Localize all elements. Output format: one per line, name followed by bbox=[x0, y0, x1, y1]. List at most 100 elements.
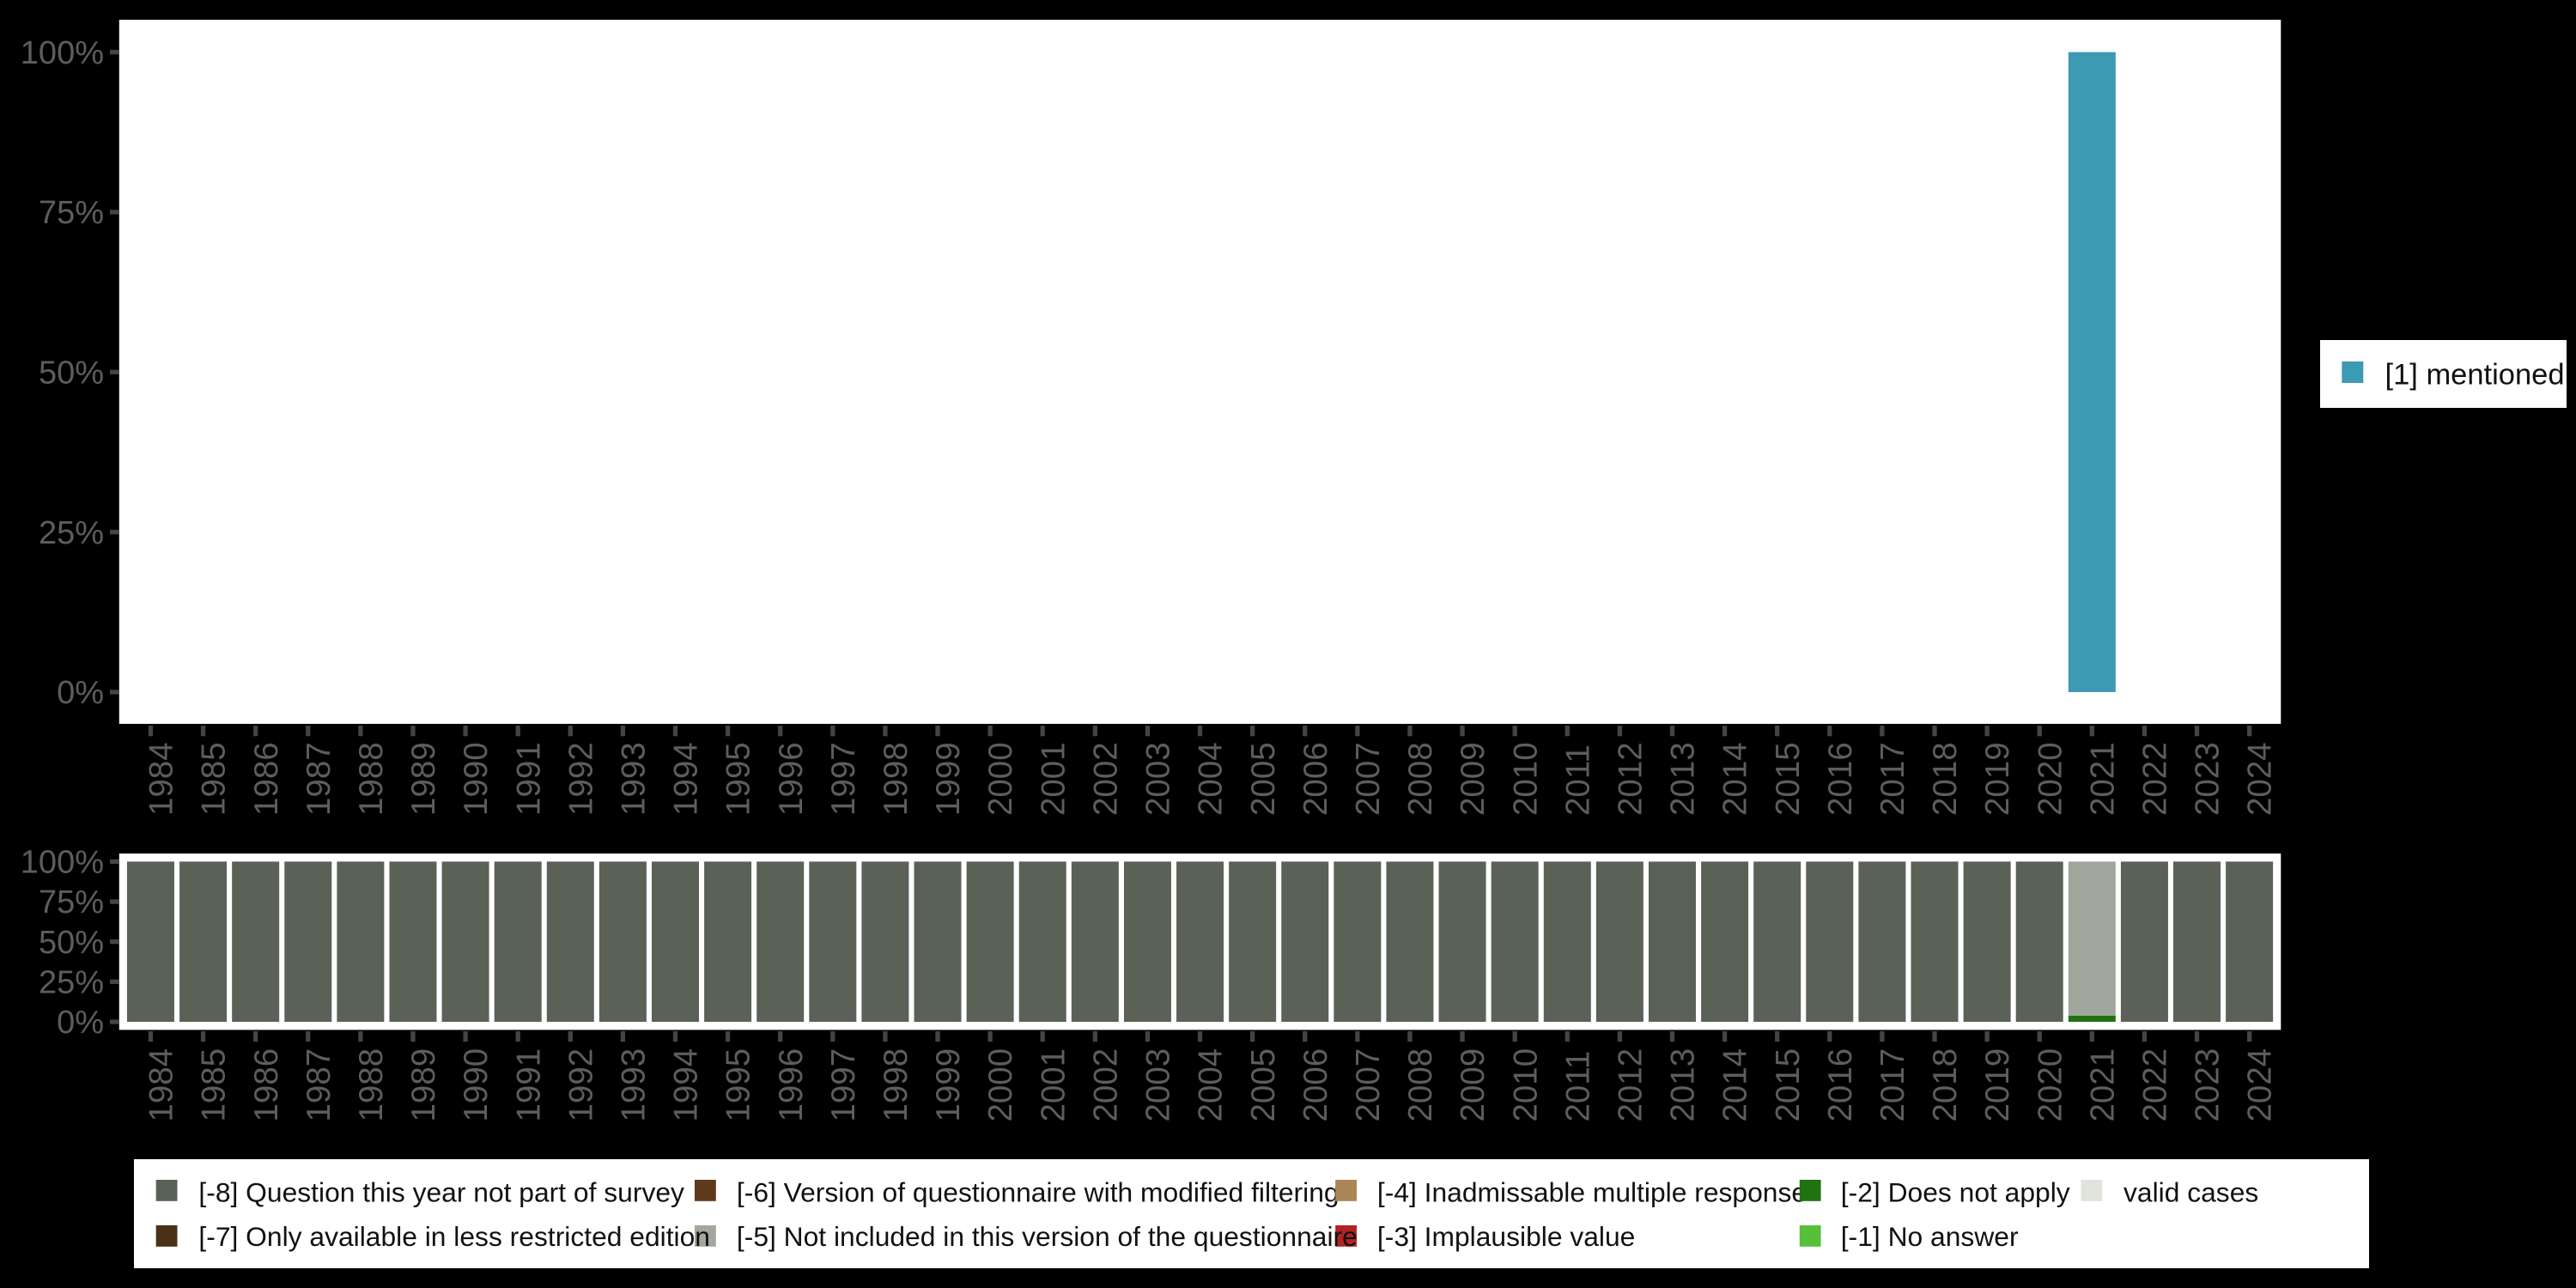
svg-text:2018: 2018 bbox=[1927, 742, 1964, 816]
svg-text:1986: 1986 bbox=[248, 742, 285, 816]
svg-text:25%: 25% bbox=[39, 964, 104, 1000]
svg-text:[-2] Does not apply: [-2] Does not apply bbox=[1841, 1177, 2070, 1208]
svg-text:2000: 2000 bbox=[982, 1048, 1019, 1122]
svg-text:1996: 1996 bbox=[773, 1048, 810, 1122]
svg-text:2004: 2004 bbox=[1193, 742, 1230, 816]
svg-text:2017: 2017 bbox=[1874, 742, 1911, 816]
svg-text:[-8] Question this year not pa: [-8] Question this year not part of surv… bbox=[198, 1177, 684, 1208]
svg-text:2015: 2015 bbox=[1770, 1048, 1807, 1122]
svg-text:[-7] Only available in less re: [-7] Only available in less restricted e… bbox=[198, 1221, 710, 1252]
svg-text:1998: 1998 bbox=[878, 1048, 914, 1122]
svg-text:2022: 2022 bbox=[2137, 1048, 2174, 1122]
svg-text:2011: 2011 bbox=[1559, 744, 1596, 816]
svg-text:1996: 1996 bbox=[773, 742, 810, 816]
svg-text:2019: 2019 bbox=[1979, 1048, 2016, 1122]
svg-text:2002: 2002 bbox=[1087, 1048, 1124, 1122]
svg-text:1992: 1992 bbox=[562, 1048, 599, 1122]
svg-text:100%: 100% bbox=[21, 845, 104, 881]
svg-text:1990: 1990 bbox=[458, 742, 495, 816]
svg-text:[-6] Version of questionnaire: [-6] Version of questionnaire with modif… bbox=[737, 1177, 1340, 1208]
svg-text:1995: 1995 bbox=[720, 1048, 757, 1122]
svg-text:2013: 2013 bbox=[1665, 742, 1702, 816]
svg-text:2021: 2021 bbox=[2084, 1048, 2121, 1122]
svg-text:1987: 1987 bbox=[301, 1048, 337, 1122]
svg-text:1985: 1985 bbox=[196, 742, 233, 816]
svg-text:75%: 75% bbox=[39, 195, 104, 231]
svg-text:[-1] No answer: [-1] No answer bbox=[1841, 1221, 2019, 1252]
svg-text:2023: 2023 bbox=[2190, 742, 2227, 816]
svg-text:0%: 0% bbox=[57, 1005, 104, 1041]
svg-text:2019: 2019 bbox=[1979, 742, 2016, 816]
svg-text:2011: 2011 bbox=[1559, 1051, 1596, 1122]
svg-text:2005: 2005 bbox=[1245, 742, 1282, 816]
svg-text:1985: 1985 bbox=[196, 1048, 233, 1122]
svg-text:2007: 2007 bbox=[1350, 1048, 1387, 1122]
svg-text:valid cases: valid cases bbox=[2123, 1177, 2258, 1208]
svg-text:1999: 1999 bbox=[930, 742, 967, 816]
svg-text:2009: 2009 bbox=[1455, 742, 1492, 816]
svg-text:1988: 1988 bbox=[353, 742, 390, 816]
svg-text:1994: 1994 bbox=[668, 1048, 705, 1122]
svg-text:2020: 2020 bbox=[2032, 1048, 2069, 1122]
svg-text:2006: 2006 bbox=[1297, 1048, 1334, 1122]
svg-text:2016: 2016 bbox=[1822, 1048, 1859, 1122]
svg-text:2024: 2024 bbox=[2242, 742, 2279, 816]
svg-text:1991: 1991 bbox=[510, 1048, 547, 1122]
svg-text:1998: 1998 bbox=[878, 742, 914, 816]
svg-text:2013: 2013 bbox=[1665, 1048, 1702, 1122]
svg-text:2007: 2007 bbox=[1350, 742, 1387, 816]
svg-text:2022: 2022 bbox=[2137, 742, 2174, 816]
svg-text:1993: 1993 bbox=[616, 1048, 653, 1122]
svg-text:2003: 2003 bbox=[1140, 742, 1177, 816]
svg-text:2020: 2020 bbox=[2032, 742, 2069, 816]
svg-text:1987: 1987 bbox=[301, 742, 337, 816]
svg-text:1994: 1994 bbox=[668, 742, 705, 816]
svg-text:2010: 2010 bbox=[1507, 742, 1544, 816]
svg-text:1989: 1989 bbox=[405, 742, 442, 816]
svg-text:2006: 2006 bbox=[1297, 742, 1334, 816]
svg-text:2009: 2009 bbox=[1455, 1048, 1492, 1122]
svg-text:50%: 50% bbox=[39, 925, 104, 961]
svg-text:[-3] Implausible value: [-3] Implausible value bbox=[1377, 1221, 1635, 1252]
svg-text:2021: 2021 bbox=[2084, 742, 2121, 816]
svg-text:1989: 1989 bbox=[405, 1048, 442, 1122]
svg-text:0%: 0% bbox=[57, 675, 104, 711]
svg-text:2008: 2008 bbox=[1402, 1048, 1439, 1122]
svg-text:2014: 2014 bbox=[1717, 1048, 1754, 1122]
svg-text:2010: 2010 bbox=[1507, 1048, 1544, 1122]
svg-text:1995: 1995 bbox=[720, 742, 757, 816]
svg-text:[-4] Inadmissable multiple res: [-4] Inadmissable multiple response bbox=[1377, 1177, 1807, 1208]
svg-text:1997: 1997 bbox=[825, 1048, 862, 1122]
svg-text:100%: 100% bbox=[21, 35, 104, 71]
svg-text:1999: 1999 bbox=[930, 1048, 967, 1122]
svg-text:50%: 50% bbox=[39, 355, 104, 391]
svg-text:2024: 2024 bbox=[2242, 1048, 2279, 1122]
svg-text:2012: 2012 bbox=[1612, 1048, 1649, 1122]
svg-text:2018: 2018 bbox=[1927, 1048, 1964, 1122]
svg-text:2023: 2023 bbox=[2190, 1048, 2227, 1122]
svg-text:2016: 2016 bbox=[1822, 742, 1859, 816]
svg-text:1984: 1984 bbox=[143, 1048, 180, 1122]
svg-text:2012: 2012 bbox=[1612, 742, 1649, 816]
svg-text:2004: 2004 bbox=[1193, 1048, 1230, 1122]
svg-text:1986: 1986 bbox=[248, 1048, 285, 1122]
svg-text:2001: 2001 bbox=[1035, 1048, 1072, 1122]
svg-text:1997: 1997 bbox=[825, 742, 862, 816]
svg-text:25%: 25% bbox=[39, 515, 104, 551]
svg-text:2008: 2008 bbox=[1402, 742, 1439, 816]
svg-text:2017: 2017 bbox=[1874, 1048, 1911, 1122]
svg-text:1984: 1984 bbox=[143, 742, 180, 816]
svg-text:2015: 2015 bbox=[1770, 742, 1807, 816]
svg-text:2001: 2001 bbox=[1035, 742, 1072, 816]
svg-text:1988: 1988 bbox=[353, 1048, 390, 1122]
svg-text:1992: 1992 bbox=[562, 742, 599, 816]
svg-text:2003: 2003 bbox=[1140, 1048, 1177, 1122]
svg-text:[1] mentioned: [1] mentioned bbox=[2385, 359, 2565, 392]
svg-text:2014: 2014 bbox=[1717, 742, 1754, 816]
svg-text:[-5] Not included in this vers: [-5] Not included in this version of the… bbox=[737, 1221, 1358, 1252]
svg-text:2000: 2000 bbox=[982, 742, 1019, 816]
svg-text:1991: 1991 bbox=[510, 742, 547, 816]
svg-text:1990: 1990 bbox=[458, 1048, 495, 1122]
svg-text:75%: 75% bbox=[39, 884, 104, 920]
svg-text:1993: 1993 bbox=[616, 742, 653, 816]
